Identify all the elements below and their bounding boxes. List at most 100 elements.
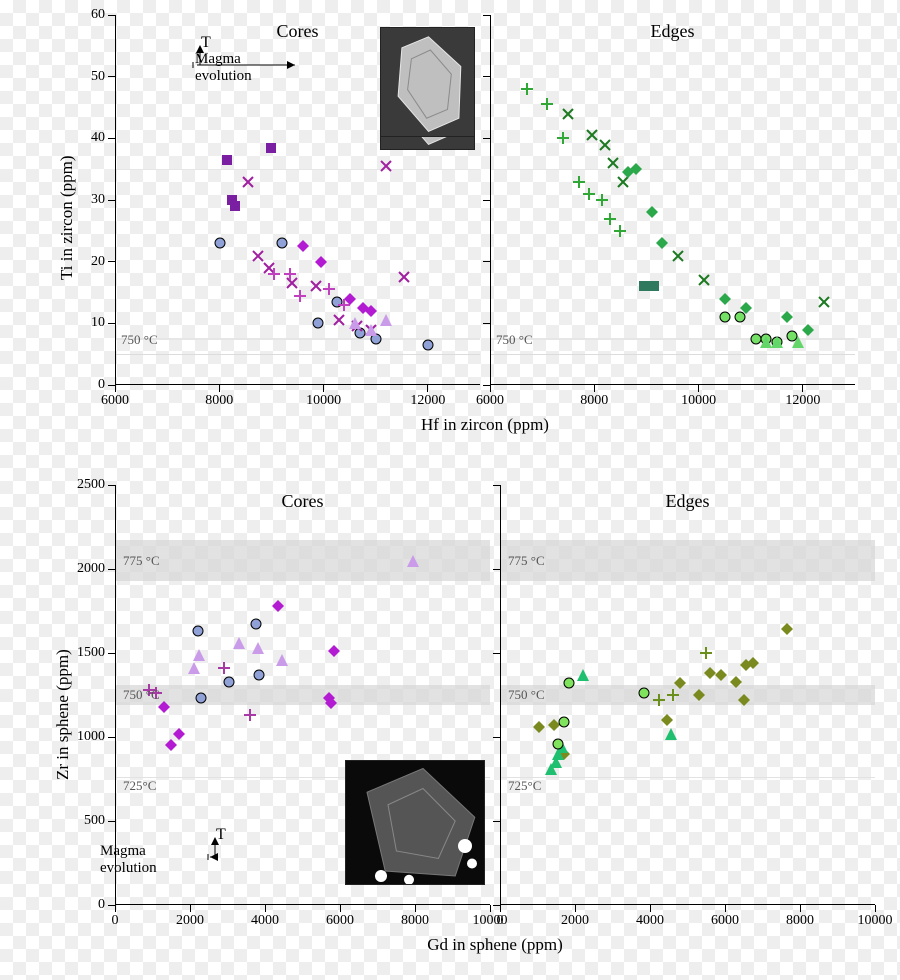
- x-axis-label: Hf in zircon (ppm): [421, 415, 549, 435]
- data-point: [218, 662, 230, 674]
- data-point: [596, 194, 608, 206]
- data-point: [781, 311, 793, 323]
- data-point: [734, 311, 746, 323]
- data-point: [268, 268, 280, 280]
- data-point: [310, 280, 322, 292]
- zircon-inset-image: [380, 27, 475, 137]
- data-point: [771, 336, 783, 348]
- data-point: [365, 324, 377, 336]
- x-tick-label: 0: [112, 913, 119, 929]
- data-point: [233, 637, 245, 649]
- y-tick-label: 1500: [77, 645, 105, 661]
- data-point: [604, 213, 616, 225]
- data-point: [557, 132, 569, 144]
- panel-title: Cores: [115, 491, 490, 512]
- x-tick-label: 4000: [636, 913, 664, 929]
- data-point: [333, 314, 345, 326]
- data-point: [614, 225, 626, 237]
- temp-annotation-750: 750 °C: [496, 332, 533, 348]
- y-tick-label: 500: [84, 813, 105, 829]
- data-point: [638, 687, 650, 699]
- temp-annotation-775: 775 °C: [508, 553, 545, 569]
- data-point: [541, 98, 553, 110]
- data-point: [323, 283, 335, 295]
- y-tick-label: 20: [91, 254, 105, 270]
- temp-annotation-775: 775 °C: [123, 553, 160, 569]
- data-point: [583, 188, 595, 200]
- data-point: [653, 694, 665, 706]
- data-point: [646, 206, 658, 218]
- x-tick-label: 8000: [580, 393, 608, 409]
- x-tick-label: 8000: [205, 393, 233, 409]
- data-point: [407, 555, 419, 567]
- temp-annotation-750: 750 °C: [121, 332, 158, 348]
- data-point: [586, 129, 598, 141]
- plot-area: [500, 485, 875, 905]
- data-point: [573, 176, 585, 188]
- y-tick-label: 10: [91, 315, 105, 331]
- data-point: [781, 623, 793, 635]
- data-point: [704, 667, 716, 679]
- y-tick-label: 30: [91, 192, 105, 208]
- data-point: [738, 694, 750, 706]
- y-tick-label: 40: [91, 130, 105, 146]
- data-point: [284, 268, 296, 280]
- y-axis-label: Zr in sphene (ppm): [53, 649, 73, 780]
- temp-annotation-750: 750 °C: [508, 687, 545, 703]
- data-point: [719, 311, 731, 323]
- data-point: [244, 709, 256, 721]
- data-point: [665, 728, 677, 740]
- data-point: [272, 600, 284, 612]
- data-point: [344, 293, 356, 305]
- x-tick-label: 8000: [786, 913, 814, 929]
- data-point: [380, 314, 392, 326]
- data-point: [365, 305, 377, 317]
- data-point: [661, 714, 673, 726]
- data-point: [229, 200, 241, 212]
- panel-title: Edges: [500, 491, 875, 512]
- data-point: [792, 336, 804, 348]
- panel-title: Edges: [490, 21, 855, 42]
- x-tick-label: 6000: [711, 913, 739, 929]
- data-point: [214, 237, 226, 249]
- data-point: [533, 721, 545, 733]
- temp-annotation-750: 750 °C: [123, 687, 160, 703]
- data-point: [648, 280, 660, 292]
- data-point: [607, 157, 619, 169]
- sphene-inset-image: [345, 760, 485, 885]
- data-point: [577, 669, 589, 681]
- data-point: [265, 142, 277, 154]
- y-axis-label: Ti in zircon (ppm): [57, 155, 77, 280]
- data-point: [173, 728, 185, 740]
- data-point: [252, 642, 264, 654]
- data-point: [312, 317, 324, 329]
- data-point: [252, 250, 264, 262]
- temp-annotation-725: 725°C: [123, 778, 156, 794]
- data-point: [747, 657, 759, 669]
- data-point: [193, 649, 205, 661]
- data-point: [192, 625, 204, 637]
- temp-annotation-725: 725°C: [508, 778, 541, 794]
- data-point: [698, 274, 710, 286]
- x-tick-label: 2000: [176, 913, 204, 929]
- x-tick-label: 10000: [858, 913, 893, 929]
- y-tick-label: 60: [91, 7, 105, 23]
- x-tick-label: 2000: [561, 913, 589, 929]
- data-point: [552, 738, 564, 750]
- data-point: [328, 645, 340, 657]
- data-point: [672, 250, 684, 262]
- data-point: [223, 676, 235, 688]
- data-point: [693, 689, 705, 701]
- x-tick-label: 4000: [251, 913, 279, 929]
- data-point: [700, 647, 712, 659]
- data-point: [380, 160, 392, 172]
- data-point: [563, 677, 575, 689]
- svg-text:T: T: [216, 826, 226, 843]
- svg-text:T: T: [201, 34, 211, 51]
- data-point: [715, 669, 727, 681]
- data-point: [276, 237, 288, 249]
- y-tick-label: 1000: [77, 729, 105, 745]
- data-point: [195, 692, 207, 704]
- data-point: [276, 654, 288, 666]
- x-tick-label: 6000: [101, 393, 129, 409]
